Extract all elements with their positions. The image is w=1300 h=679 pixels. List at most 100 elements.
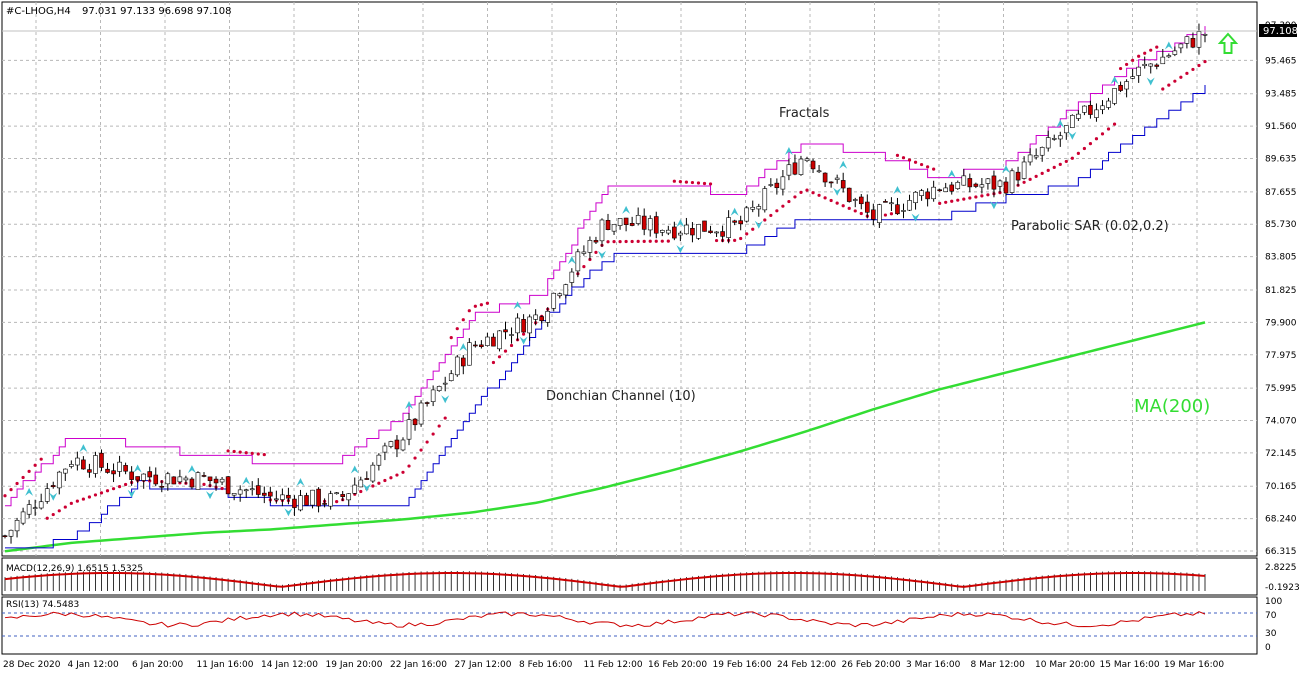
fractal-up-mark xyxy=(1110,76,1119,85)
sar-dot xyxy=(105,489,110,493)
sar-dot xyxy=(745,232,749,236)
candle-body xyxy=(1190,38,1196,48)
sar-dot xyxy=(913,160,918,164)
candle-body xyxy=(527,316,532,334)
sar-dot xyxy=(335,500,339,504)
candle-body xyxy=(448,373,454,381)
candle-body xyxy=(1082,105,1087,113)
price-tick-label: 89.635 xyxy=(1265,155,1297,165)
candle-body xyxy=(919,190,924,196)
candle-body xyxy=(762,188,768,211)
candle-body xyxy=(569,271,575,283)
candle-body xyxy=(895,204,900,215)
sar-dot xyxy=(901,156,906,160)
sar-dot xyxy=(1058,162,1062,167)
price-axis: 97.390 97.108 95.46593.48591.56089.63587… xyxy=(1259,21,1298,557)
fractals-annotation: Fractals xyxy=(779,106,830,121)
sar-dot xyxy=(1197,63,1201,68)
candle-body xyxy=(81,459,86,470)
sar-dot xyxy=(811,191,815,195)
candle-body xyxy=(467,342,472,366)
candle-body xyxy=(292,498,297,508)
sar-dot xyxy=(793,195,797,199)
sar-dot xyxy=(262,452,266,457)
price-tick-label: 77.975 xyxy=(1265,351,1297,361)
sar-dot xyxy=(847,206,851,210)
sar-dot xyxy=(256,452,260,456)
candle-body xyxy=(913,191,918,204)
time-tick-label: 22 Jan 16:00 xyxy=(390,660,447,670)
candle-body xyxy=(298,495,303,511)
sar-dot xyxy=(980,194,984,198)
candle-body xyxy=(840,180,846,189)
sar-dot xyxy=(443,416,447,420)
fractal-down-mark xyxy=(911,213,920,222)
sar-dot xyxy=(419,448,423,452)
candle-body xyxy=(141,473,146,481)
candle-body xyxy=(286,494,291,499)
sar-dot xyxy=(684,180,689,184)
candle-body xyxy=(949,184,955,192)
candle-body xyxy=(678,232,683,236)
sar-dot xyxy=(1106,127,1111,131)
sar-dot xyxy=(859,211,863,216)
candle-body xyxy=(1106,100,1111,108)
main-panel-frame xyxy=(1,1,1258,557)
sar-annotation: Parabolic SAR (0.02,0.2) xyxy=(1011,219,1169,234)
candle-body xyxy=(304,495,309,506)
sar-dot xyxy=(220,486,224,491)
sar-dot xyxy=(835,201,839,205)
time-tick-label: 19 Mar 16:00 xyxy=(1164,660,1224,670)
fractal-up-mark xyxy=(1056,119,1065,128)
sar-dot xyxy=(763,218,767,222)
candle-body xyxy=(744,207,750,222)
sar-dot xyxy=(636,239,640,244)
fractal-up-mark xyxy=(79,444,88,453)
sar-dot xyxy=(93,493,98,497)
candle-body xyxy=(171,476,177,485)
candle-body xyxy=(237,489,243,495)
candle-body xyxy=(26,504,32,515)
fractal-down-mark xyxy=(206,491,215,500)
candle-body xyxy=(225,476,231,495)
sar-dot xyxy=(202,482,206,486)
candle-body xyxy=(822,172,828,183)
rsi-title: RSI(13) 74.5483 xyxy=(6,600,79,610)
candle-body xyxy=(346,493,352,501)
up-arrow-icon xyxy=(1217,32,1239,54)
fractal-up-mark xyxy=(839,160,848,169)
sar-dot xyxy=(473,304,477,308)
candle-body xyxy=(249,488,255,491)
candle-body xyxy=(412,418,418,426)
sar-dot xyxy=(1125,62,1129,67)
candle-body xyxy=(925,191,930,200)
candle-body xyxy=(955,182,961,189)
candle-body xyxy=(1118,84,1123,91)
candle-body xyxy=(702,220,707,232)
candle-body xyxy=(708,230,713,233)
sar-dot xyxy=(124,482,128,487)
sar-dot xyxy=(359,489,363,494)
candle-body xyxy=(732,220,737,223)
candle-body xyxy=(1033,155,1039,158)
fractal-up-mark xyxy=(567,256,576,265)
candle-body xyxy=(328,493,333,507)
candle-body xyxy=(515,317,520,334)
sar-dot xyxy=(672,179,676,183)
candle-body xyxy=(406,419,412,440)
candle-body xyxy=(852,199,858,201)
donchian-upper-line xyxy=(5,26,1206,507)
candle-body xyxy=(1088,104,1093,115)
candle-body xyxy=(50,485,56,488)
candle-body xyxy=(659,229,665,233)
candle-body xyxy=(491,336,496,347)
candle-body xyxy=(1196,31,1202,48)
candle-body xyxy=(1130,76,1135,79)
candle-body xyxy=(111,470,116,475)
donchian-lower-line xyxy=(5,85,1206,549)
sar-dot xyxy=(1082,146,1086,151)
candle-body xyxy=(774,182,780,189)
ohlc-label: 97.031 97.133 96.698 97.108 xyxy=(82,6,232,17)
